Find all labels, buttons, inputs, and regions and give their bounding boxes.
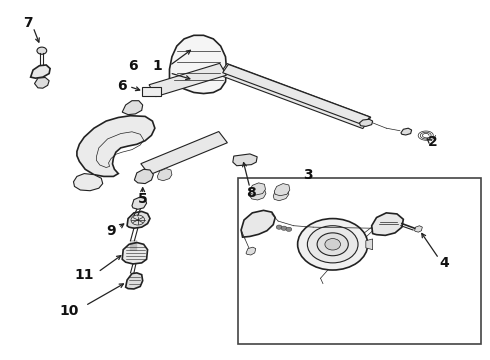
Polygon shape (30, 65, 50, 78)
Polygon shape (250, 188, 266, 200)
Polygon shape (274, 184, 290, 196)
Circle shape (37, 47, 47, 54)
Polygon shape (273, 188, 289, 201)
Text: 2: 2 (428, 135, 438, 149)
Polygon shape (122, 243, 147, 264)
Text: 1: 1 (152, 59, 162, 73)
Text: 10: 10 (60, 305, 79, 319)
Polygon shape (170, 35, 226, 94)
Polygon shape (222, 64, 369, 125)
Polygon shape (127, 211, 150, 228)
Polygon shape (132, 197, 147, 209)
Polygon shape (125, 273, 143, 289)
Polygon shape (77, 116, 155, 176)
Circle shape (325, 239, 341, 250)
Text: 7: 7 (24, 16, 33, 30)
Polygon shape (134, 169, 153, 184)
Text: 11: 11 (74, 268, 94, 282)
Polygon shape (241, 210, 275, 237)
Polygon shape (250, 183, 266, 195)
Polygon shape (122, 101, 143, 114)
Polygon shape (372, 213, 403, 235)
Text: 8: 8 (246, 186, 256, 200)
Text: 3: 3 (303, 168, 313, 183)
Polygon shape (401, 128, 412, 135)
Circle shape (317, 233, 348, 256)
Polygon shape (233, 154, 257, 166)
Circle shape (286, 227, 292, 231)
Bar (238, 178, 481, 344)
Text: 9: 9 (106, 224, 116, 238)
Polygon shape (149, 63, 226, 96)
Circle shape (297, 219, 368, 270)
Text: 5: 5 (138, 192, 147, 206)
Text: 4: 4 (439, 256, 449, 270)
Polygon shape (157, 168, 172, 181)
Polygon shape (415, 226, 422, 232)
Bar (142, 87, 161, 96)
Polygon shape (141, 131, 227, 175)
Polygon shape (34, 77, 49, 88)
Polygon shape (219, 63, 371, 129)
Circle shape (307, 226, 358, 263)
Text: 6: 6 (128, 59, 138, 73)
Polygon shape (360, 119, 373, 126)
Polygon shape (366, 239, 373, 249)
Circle shape (276, 225, 282, 229)
Polygon shape (246, 247, 256, 255)
Circle shape (281, 226, 287, 230)
Text: 6: 6 (118, 80, 127, 93)
Polygon shape (74, 174, 103, 191)
